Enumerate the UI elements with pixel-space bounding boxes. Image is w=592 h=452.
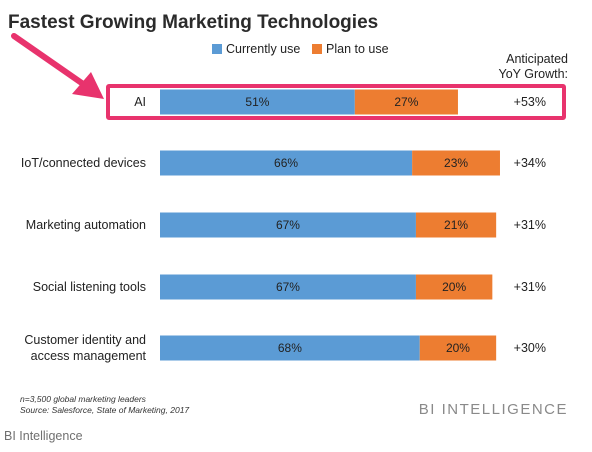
bar-label-iot-connected-devices-plan-to-use: 23% [444,156,468,170]
legend: Currently use Plan to use [212,42,389,56]
category-label-line: AI [134,95,146,109]
pointer-arrow-icon [11,33,104,99]
bar-ai-currently-use [160,89,355,115]
bar-label-social-listening-tools-currently-use: 67% [276,280,300,294]
note-sample-size: n=3,500 global marketing leaders [20,394,147,404]
category-label-marketing-automation: Marketing automation [26,218,146,232]
growth-value-ai: +53% [514,95,546,109]
category-label-iot-connected-devices: IoT/connected devices [21,156,146,170]
brand-wordmark: BI INTELLIGENCE [419,401,568,418]
growth-value-marketing-automation: +31% [514,218,546,232]
growth-value-social-listening-tools: +31% [514,280,546,294]
growth-value-iot-connected-devices: +34% [514,156,546,170]
bar-label-marketing-automation-currently-use: 67% [276,218,300,232]
bar-label-iot-connected-devices-currently-use: 66% [274,156,298,170]
bar-label-marketing-automation-plan-to-use: 21% [444,218,468,232]
note-source: Source: Salesforce, State of Marketing, … [20,405,189,415]
bar-customer-identity-and-access-management-plan-to-use [419,335,497,361]
footer-caption: BI Intelligence [4,429,83,443]
category-label-line: access management [31,349,147,363]
category-label-line: Social listening tools [33,280,146,294]
bar-label-customer-identity-and-access-management-currently-use: 68% [278,341,302,355]
bar-label-social-listening-tools-plan-to-use: 20% [442,280,466,294]
category-label-line: IoT/connected devices [21,156,146,170]
growth-header-line-2: YoY Growth: [499,67,569,81]
bar-ai-plan-to-use [354,89,458,115]
chart-title: Fastest Growing Marketing Technologies [8,12,378,33]
bar-label-customer-identity-and-access-management-plan-to-use: 20% [446,341,470,355]
category-label-ai: AI [134,95,146,109]
highlight-frame-ai [106,84,566,120]
legend-label-plan-to-use: Plan to use [326,42,389,56]
legend-swatch-currently-use [212,44,222,54]
bar-marketing-automation-plan-to-use [415,212,497,238]
category-label-line: Customer identity and [24,333,146,347]
category-label-social-listening-tools: Social listening tools [33,280,146,294]
bar-iot-connected-devices-currently-use [160,150,413,176]
bar-customer-identity-and-access-management-currently-use [160,335,420,361]
legend-swatch-plan-to-use [312,44,322,54]
bar-social-listening-tools-plan-to-use [415,274,493,300]
bar-label-ai-currently-use: 51% [245,95,269,109]
bar-social-listening-tools-currently-use [160,274,416,300]
legend-label-currently-use: Currently use [226,42,300,56]
bar-label-ai-plan-to-use: 27% [394,95,418,109]
bar-marketing-automation-currently-use [160,212,416,238]
growth-header-line-1: Anticipated [506,52,568,66]
growth-value-customer-identity-and-access-management: +30% [514,341,546,355]
category-label-line: Marketing automation [26,218,146,232]
bar-iot-connected-devices-plan-to-use [412,150,500,176]
category-label-customer-identity-and-access-management: Customer identity and access management [24,333,146,363]
bars-layer: 51% 27% AI +53% 66% 23% IoT/connected devices +… [21,84,566,363]
